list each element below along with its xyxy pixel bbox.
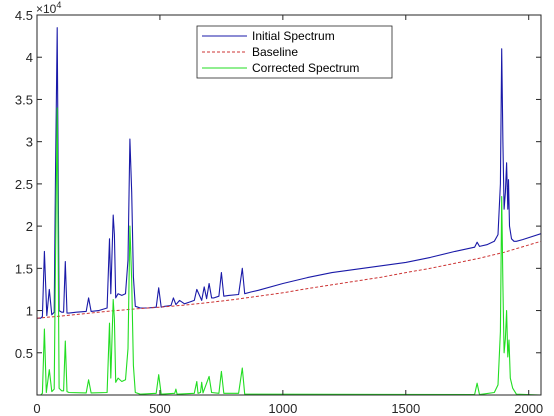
y-tick-label: 1	[26, 304, 33, 319]
legend: Initial Spectrum Baseline Corrected Spectr…	[196, 25, 393, 79]
y-tick-label: 3.5	[15, 92, 33, 107]
y-exponent-label: ×104	[36, 0, 61, 16]
y-tick-label: 1.5	[15, 261, 33, 276]
y-tick-label: 2.5	[15, 177, 33, 192]
y-tick-label: 2	[26, 219, 33, 234]
series-layer	[37, 27, 541, 395]
x-tick-label: 0	[33, 401, 40, 416]
legend-label-initial-spectrum: Initial Spectrum	[252, 29, 335, 43]
legend-label-baseline: Baseline	[252, 45, 298, 59]
axes-layer: 0 500 1000 1500 2000 0.5 1 1.5 2 2.5 3 3.5 4 4.5 ×104	[15, 0, 543, 416]
series-line-corrected-spectrum	[37, 107, 541, 395]
series-line-baseline	[37, 240, 541, 319]
x-tick-label: 1500	[391, 401, 420, 416]
x-tick-label: 1000	[268, 401, 297, 416]
x-tick-label: 2000	[514, 401, 543, 416]
series-line-initial-spectrum	[37, 27, 541, 319]
y-tick-label: 4	[26, 50, 33, 65]
y-tick-label: 4.5	[15, 8, 33, 23]
x-tick-label: 500	[149, 401, 171, 416]
axes-box	[36, 14, 542, 396]
y-tick-label: 0.5	[15, 346, 33, 361]
legend-label-corrected-spectrum: Corrected Spectrum	[252, 61, 359, 75]
y-tick-label: 3	[26, 135, 33, 150]
